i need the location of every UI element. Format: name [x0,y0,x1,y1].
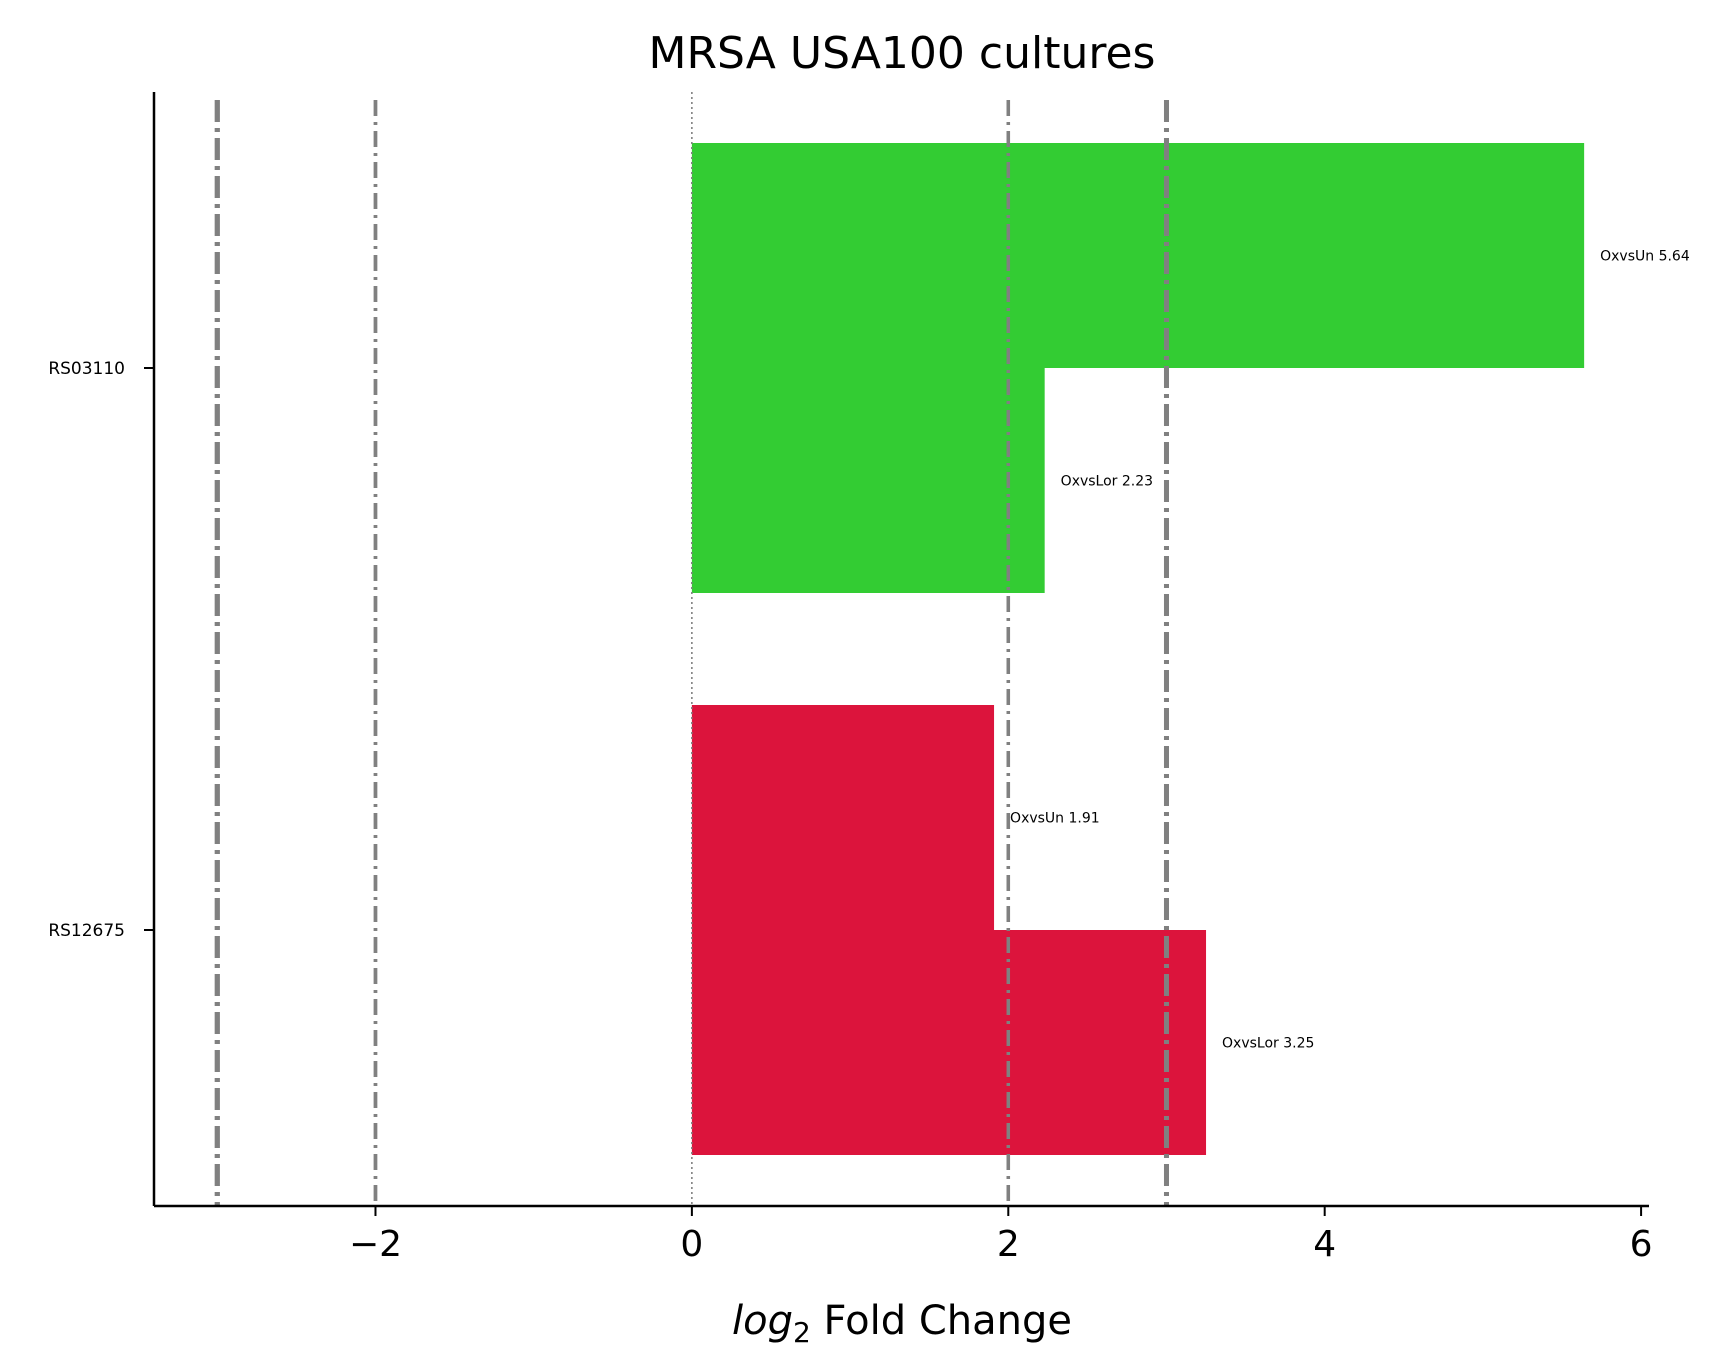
x-axis-label-sub: 2 [793,1316,811,1349]
x-axis-label: log2 Fold Change [732,1298,1072,1349]
bar-RS12675-OxvsLor [691,930,1207,1155]
x-ticks: −2 0 2 4 6 [349,1206,1653,1265]
bar-label-RS03110-OxvsLor: OxvsLor 2.23 [1061,474,1153,490]
x-tick-label-2: 2 [997,1224,1020,1265]
x-tick-label-1: 0 [680,1224,703,1265]
bar-label-RS12675-OxvsUn: OxvsUn 1.91 [1010,811,1100,827]
y-ticks: RS03110 RS12675 [48,359,154,941]
x-axis-label-text: Fold Change [811,1298,1072,1344]
x-tick-label-0: −2 [349,1224,402,1265]
bar-RS12675-OxvsUn [691,705,995,930]
bars [214,92,1585,1206]
x-tick-label-4: 6 [1630,1224,1653,1265]
bar-RS03110-OxvsLor [691,368,1045,593]
x-axis-label-log: log [732,1298,793,1344]
bar-labels: OxvsUn 5.64 OxvsLor 2.23 OxvsUn 1.91 OxvsLo… [1010,249,1690,1052]
bar-RS03110-OxvsUn [691,143,1585,368]
y-tick-label-RS12675: RS12675 [48,921,125,941]
bar-label-RS12675-OxvsLor: OxvsLor 3.25 [1222,1036,1314,1052]
bar-label-RS03110-OxvsUn: OxvsUn 5.64 [1600,249,1690,265]
y-tick-label-RS03110: RS03110 [48,359,125,379]
axes [152,92,1649,1208]
chart-title: MRSA USA100 cultures [649,28,1156,79]
x-tick-label-3: 4 [1313,1224,1336,1265]
